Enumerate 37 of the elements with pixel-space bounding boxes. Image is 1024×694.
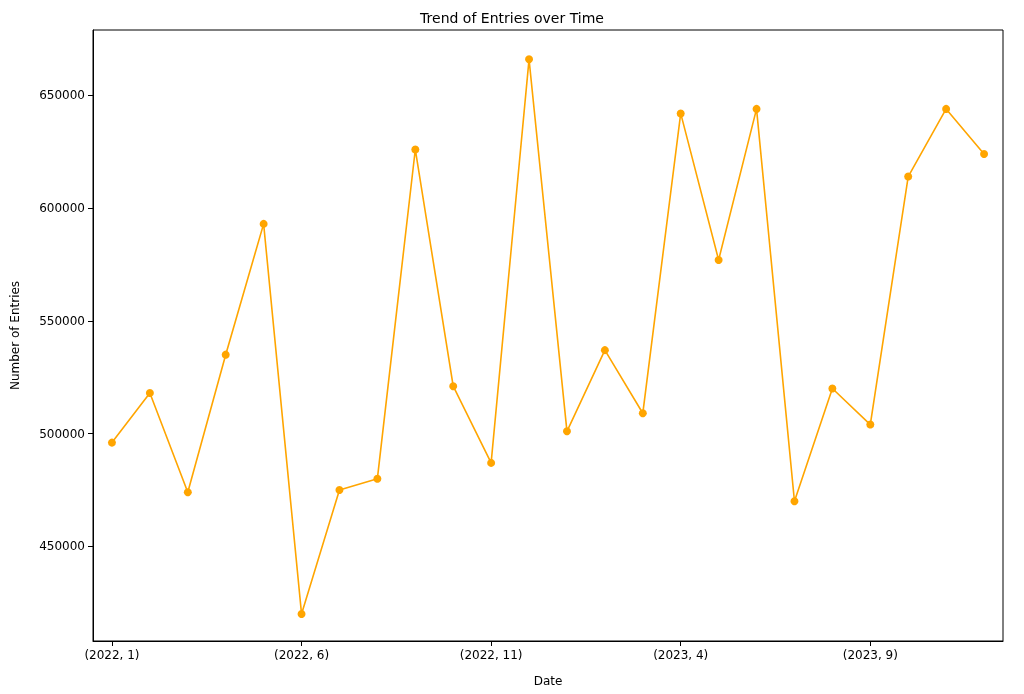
point	[145, 388, 154, 397]
y-tick-label: 550000	[39, 313, 85, 328]
point	[942, 104, 951, 113]
point	[866, 420, 875, 429]
point	[752, 104, 761, 113]
point	[562, 427, 571, 436]
point	[676, 109, 685, 118]
point	[183, 488, 192, 497]
point	[714, 255, 723, 264]
point	[107, 438, 116, 447]
point	[904, 172, 913, 181]
point	[638, 409, 647, 418]
x-tick-label: (2022, 1)	[84, 648, 140, 662]
point	[373, 474, 382, 483]
x-tick-label: (2023, 4)	[653, 648, 709, 662]
y-axis-title: Number of Entries	[8, 280, 22, 391]
point	[297, 609, 306, 618]
point	[221, 350, 230, 359]
y-tick-label: 500000	[39, 426, 85, 441]
y-tick-label: 450000	[39, 539, 85, 554]
point	[600, 346, 609, 355]
point	[335, 485, 344, 494]
x-tick-label: (2022, 11)	[459, 648, 523, 662]
y-tick-label: 650000	[39, 88, 85, 103]
x-tick-label: (2023, 9)	[842, 648, 898, 662]
chart-title: Trend of Entries over Time	[419, 10, 604, 26]
point	[487, 458, 496, 467]
x-tick-label: (2022, 6)	[273, 648, 330, 662]
point	[828, 384, 837, 393]
point	[525, 55, 534, 64]
point	[411, 145, 420, 154]
point	[980, 150, 989, 158]
point	[449, 382, 458, 391]
x-axis-title: Date	[533, 674, 563, 688]
y-tick-label: 600000	[39, 201, 85, 216]
point	[259, 219, 268, 228]
point	[790, 497, 799, 506]
